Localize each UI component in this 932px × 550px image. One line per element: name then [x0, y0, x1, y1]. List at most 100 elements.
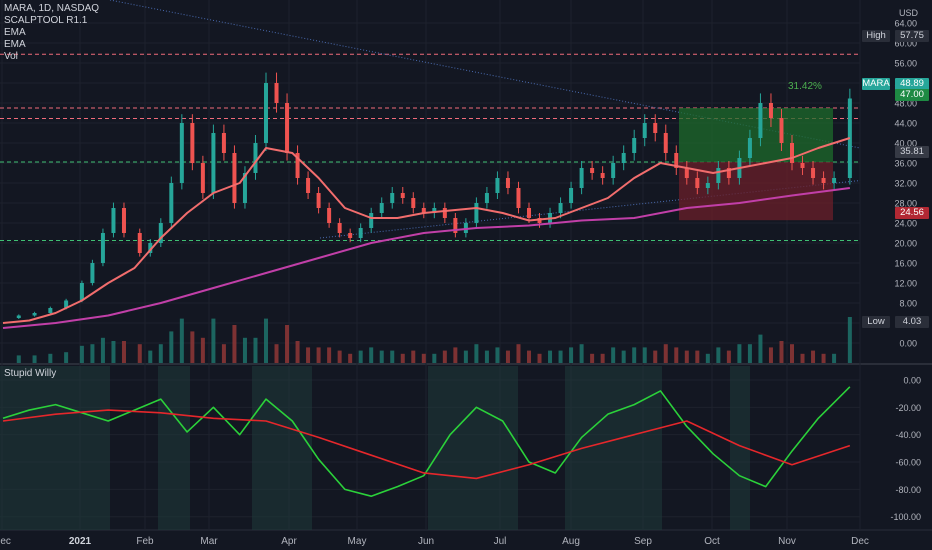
price-tick-label: 36.00 [894, 159, 917, 169]
volume-bar [179, 318, 184, 363]
price-tick-label: 8.00 [899, 299, 917, 309]
candle-body [484, 193, 489, 203]
volume-bar [847, 317, 852, 363]
candle-body [832, 178, 837, 183]
volume-bar [484, 350, 489, 363]
candle-body [516, 188, 521, 208]
target-price-tag: 47.00 [895, 89, 929, 101]
volume-bar [432, 353, 437, 363]
volume-bar [137, 344, 142, 363]
volume-bar [400, 353, 405, 363]
candle-body [716, 168, 721, 183]
ascending-trendline [319, 180, 861, 239]
osc-tick-label: -20.00 [895, 403, 921, 413]
candle-body [684, 168, 689, 178]
candle-body [32, 313, 37, 316]
volume-bar [779, 341, 784, 363]
volume-bar [642, 347, 647, 363]
candle-body [674, 153, 679, 168]
candle-body [379, 203, 384, 213]
ticker-price-tag: 48.89 [895, 78, 929, 90]
candle-body [100, 233, 105, 263]
time-tick-label: May [348, 536, 367, 547]
legend-symbol[interactable]: MARA, 1D, NASDAQ [4, 3, 100, 14]
volume-bar [16, 355, 21, 363]
candle-body [211, 133, 216, 193]
candle-body [285, 103, 290, 153]
oscillator-zone [730, 366, 750, 530]
candle-body [400, 193, 405, 198]
osc-tick-label: -100.00 [890, 512, 921, 522]
chart-legend: MARA, 1D, NASDAQ SCALPTOOL R1.1 EMA EMA … [4, 3, 99, 63]
volume-bar [453, 347, 458, 363]
candle-body [264, 83, 268, 143]
volume-bar [768, 347, 773, 363]
osc-slow-line [2, 409, 851, 480]
candle-body [169, 183, 174, 223]
candle-body [327, 208, 332, 223]
volume-bar [537, 353, 542, 363]
highlight-zones [0, 366, 750, 530]
volume-bar [337, 350, 342, 363]
ema-slow-line [2, 187, 850, 329]
volume-bar [527, 350, 531, 363]
candle-body [474, 203, 479, 223]
legend-indicator-ema-1[interactable]: EMA [4, 27, 26, 38]
volume-bar [348, 353, 353, 363]
candle-body [726, 168, 731, 178]
entry-price-tag: 35.81 [895, 146, 929, 158]
candle-body [316, 193, 321, 208]
candle-body [663, 133, 668, 153]
candle-body [190, 123, 195, 163]
volume-bar [390, 350, 395, 363]
ema-fast-line [2, 137, 851, 324]
price-tick-label: 56.00 [894, 59, 917, 69]
oscillator-lines [2, 386, 851, 497]
legend-indicator-vol[interactable]: Vol [4, 51, 18, 62]
volume-bar [285, 325, 290, 363]
price-tick-label: 12.00 [894, 279, 917, 289]
legend-indicator-ema-2[interactable]: EMA [4, 39, 26, 50]
volume-bar [579, 344, 584, 363]
candle-body [505, 178, 510, 188]
volume-bar [158, 344, 163, 363]
osc-tick-label: -80.00 [895, 485, 921, 495]
volume-bar [505, 350, 510, 363]
volume-bar [295, 341, 300, 363]
candle-body [358, 228, 363, 238]
candle-body [569, 188, 574, 203]
volume-bars [16, 317, 852, 363]
position-gain-label: 31.42% [788, 81, 822, 92]
candle-body [653, 123, 658, 133]
time-tick-label: Oct [704, 536, 720, 547]
price-tick-label: 64.00 [894, 19, 917, 29]
price-tick-label: 28.00 [894, 199, 917, 209]
candle-body [621, 153, 626, 163]
candle-body [242, 173, 247, 203]
volume-bar [705, 353, 710, 363]
volume-bar [232, 325, 237, 363]
candle-body [390, 193, 395, 203]
candle-body [558, 203, 563, 213]
candle-body [747, 138, 752, 158]
volume-bar [327, 347, 332, 363]
candle-body [295, 153, 300, 178]
volume-bar [569, 347, 574, 363]
time-tick-label: Nov [778, 536, 796, 547]
ticker-label-tag: MARA [862, 78, 890, 90]
oscillator-zone [565, 366, 662, 530]
volume-bar [663, 344, 668, 363]
volume-bar [421, 353, 426, 363]
legend-indicator-scalptool[interactable]: SCALPTOOL R1.1 [4, 15, 88, 26]
osc-tick-label: -60.00 [895, 458, 921, 468]
candle-body [579, 168, 584, 188]
oscillator-title[interactable]: Stupid Willy [4, 368, 57, 379]
candle-body [611, 163, 616, 178]
high-label-tag: High [862, 30, 890, 42]
volume-bar [306, 347, 311, 363]
candle-body [527, 208, 531, 218]
time-tick-label: Jun [418, 536, 434, 547]
time-tick-label: Jul [494, 536, 507, 547]
low-label-tag: Low [862, 316, 890, 328]
